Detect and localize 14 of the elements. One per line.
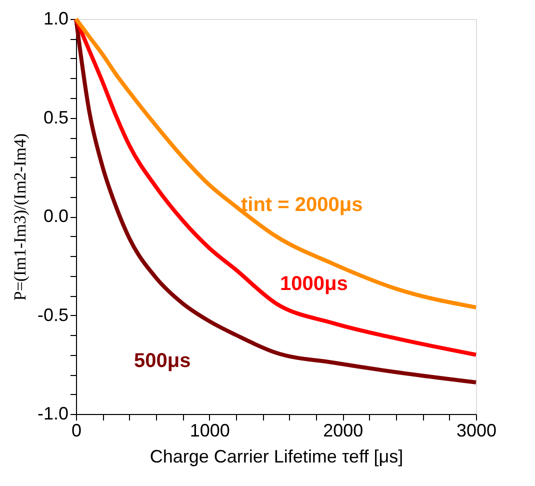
x-tick-label: 2000 [323,420,364,440]
x-axis-title: Charge Carrier Lifetime τeff [μs] [150,446,404,466]
x-tick-label: 3000 [456,420,497,440]
x-tick-label: 0 [71,420,82,440]
y-tick-label: -0.5 [37,304,68,325]
x-tick-label: 1000 [190,420,230,440]
annotation: 1000μs [280,273,348,295]
y-tick-label: 1.0 [43,8,68,28]
y-tick-label: 0.0 [43,206,68,226]
annotation: 500μs [134,350,191,372]
y-axis-title: P=(Im1-Im3)/(Im2-Im4) [10,133,30,301]
y-tick-label: -1.0 [37,404,68,424]
y-tick-label: 0.5 [43,107,68,128]
annotation: tint = 2000μs [241,194,363,216]
